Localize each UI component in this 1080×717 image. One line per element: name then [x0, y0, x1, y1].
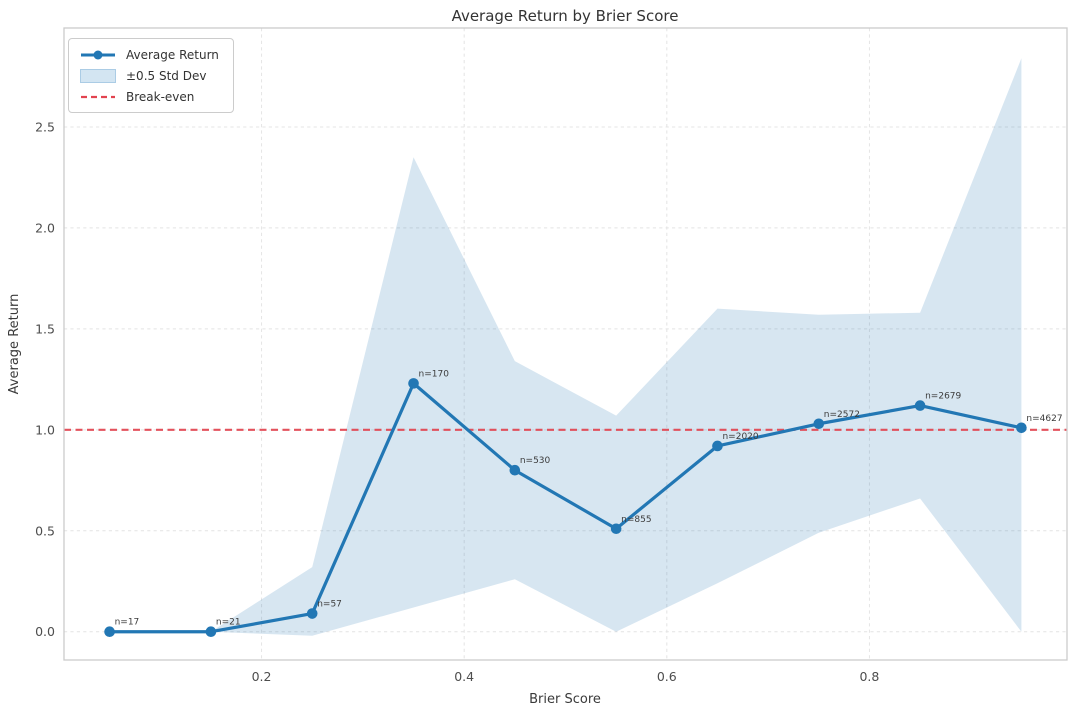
y-axis-label: Average Return	[7, 294, 22, 395]
data-point-marker	[813, 418, 825, 430]
x-tick-label: 0.6	[657, 669, 677, 684]
data-point-marker	[509, 464, 521, 476]
data-point-marker	[205, 626, 217, 638]
x-axis-label: Brier Score	[529, 692, 601, 707]
legend-label: Break-even	[126, 89, 195, 104]
count-annotation: n=2679	[925, 392, 961, 402]
legend: Average Return ±0.5 Std Dev Break-even	[68, 38, 234, 113]
legend-item-average-return: Average Return	[79, 47, 219, 62]
legend-item-std-dev: ±0.5 Std Dev	[79, 68, 219, 83]
count-annotation: n=2020	[722, 432, 758, 442]
count-annotation: n=2572	[824, 410, 860, 420]
data-point-marker	[914, 400, 926, 411]
data-point-marker	[610, 523, 622, 535]
y-tick-label: 1.5	[35, 321, 55, 336]
count-annotation: n=57	[317, 600, 342, 610]
count-annotation: n=17	[115, 618, 140, 628]
count-annotation: n=855	[621, 515, 651, 525]
x-tick-label: 0.4	[454, 669, 474, 684]
dashed-line-icon	[79, 90, 117, 104]
axis-spines	[63, 27, 1068, 661]
average-return-line	[107, 381, 1024, 634]
x-tick-label: 0.8	[859, 669, 879, 684]
y-tick-label: 2.0	[35, 220, 55, 235]
count-annotation: n=4627	[1026, 414, 1062, 424]
data-point-marker	[408, 378, 419, 389]
x-tick-label: 0.2	[252, 669, 272, 684]
data-point-marker	[712, 440, 723, 452]
legend-label: ±0.5 Std Dev	[126, 68, 207, 83]
legend-label: Average Return	[126, 47, 219, 62]
data-point-marker	[1016, 422, 1027, 434]
legend-item-break-even: Break-even	[79, 89, 219, 104]
data-point-marker	[306, 608, 318, 619]
count-annotation: n=21	[216, 618, 241, 628]
band-patch-icon	[79, 68, 117, 83]
y-tick-label: 1.0	[35, 422, 55, 437]
count-annotation: n=530	[520, 456, 551, 466]
y-tick-label: 0.5	[35, 523, 55, 538]
line-marker-icon	[79, 48, 117, 62]
y-tick-label: 0.0	[35, 624, 55, 639]
std-dev-band	[109, 58, 1022, 636]
data-point-marker	[104, 626, 115, 638]
count-annotation: n=170	[419, 369, 450, 379]
y-tick-label: 2.5	[35, 119, 55, 134]
chart-title: Average Return by Brier Score	[452, 7, 679, 25]
